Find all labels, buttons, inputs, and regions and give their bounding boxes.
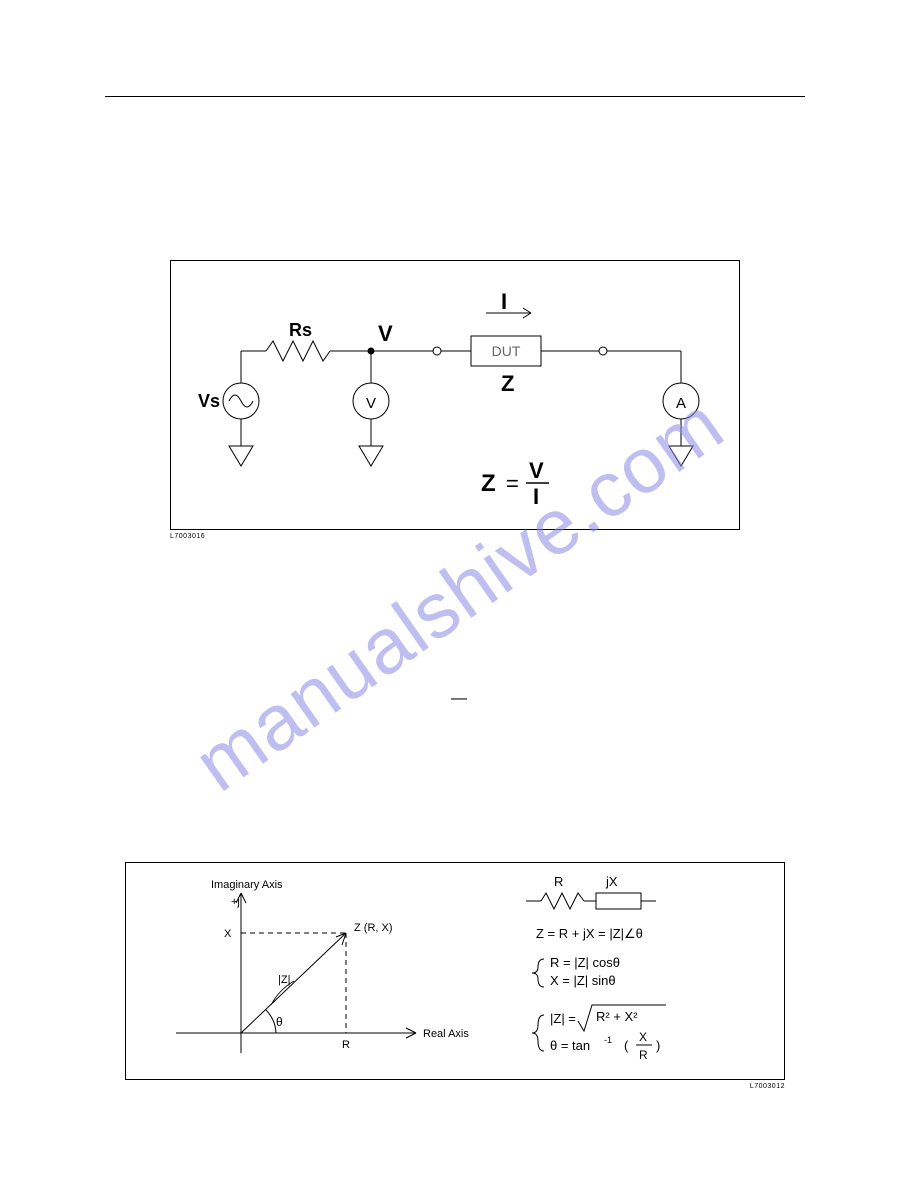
eq-brace1-b: X = |Z| sinθ — [550, 973, 616, 988]
figure-2-svg: Imaginary Axis +j Real Axis Z (R, X) X R… — [126, 863, 786, 1081]
terminal-right — [599, 347, 607, 355]
figure-2-code: L7003012 — [750, 1083, 785, 1090]
eq-brace1-a: R = |Z| cosθ — [550, 955, 620, 970]
theta-label: θ — [276, 1015, 283, 1029]
label-rs: Rs — [289, 320, 312, 340]
eq-line-1: Z = R + jX = |Z|∠θ — [536, 926, 643, 941]
eq-brace2-b-r: R — [639, 1048, 648, 1062]
eq-brace2-a-pre: |Z| = — [550, 1011, 576, 1026]
eq-v: V — [529, 458, 544, 483]
eq-brace2-b-x: X — [639, 1030, 647, 1044]
figure-1-box: Rs Vs V I DUT Z V A Z = V I — [170, 260, 740, 530]
eq-brace2-b-close: ) — [656, 1038, 660, 1053]
r-tick-label: R — [342, 1039, 350, 1051]
eq-z: Z — [481, 470, 496, 497]
eq-brace2-b-sup: -1 — [604, 1035, 612, 1045]
label-z: Z — [501, 371, 514, 396]
center-dash: — — [0, 690, 918, 708]
label-v-node: V — [378, 321, 393, 346]
resistor-rs — [266, 341, 330, 361]
header-rule — [105, 96, 805, 97]
label-dut: DUT — [492, 343, 521, 359]
eq-brace2-a-rad: R² + X² — [596, 1009, 638, 1024]
z-point-label: Z (R, X) — [354, 922, 393, 934]
series-r-label: R — [554, 874, 563, 889]
real-axis-label: Real Axis — [423, 1028, 469, 1040]
figure-1-code: L7003016 — [170, 533, 205, 540]
zmag-label: |Z| — [278, 974, 290, 986]
ammeter-letter: A — [676, 395, 686, 412]
page-root: Rs Vs V I DUT Z V A Z = V I L7003016 — — [0, 0, 918, 1188]
sine-icon — [229, 395, 253, 407]
imag-axis-label: Imaginary Axis — [211, 879, 283, 891]
figure-1-svg: Rs Vs V I DUT Z V A Z = V I — [171, 261, 741, 531]
series-jx-label: jX — [605, 874, 618, 889]
figure-2-box: Imaginary Axis +j Real Axis Z (R, X) X R… — [125, 862, 785, 1080]
label-vs: Vs — [198, 391, 220, 411]
eq-brace2-b-pre: θ = tan — [550, 1038, 590, 1053]
plus-j-label: +j — [231, 896, 240, 908]
voltmeter-letter: V — [366, 395, 376, 412]
eq-i: I — [533, 484, 539, 509]
ground-voltmeter — [359, 446, 383, 466]
eq-brace2-b-open: ( — [624, 1038, 629, 1053]
terminal-left — [433, 347, 441, 355]
ground-vs — [229, 446, 253, 466]
label-i: I — [501, 289, 507, 314]
eq-eq: = — [506, 471, 519, 496]
ground-ammeter — [669, 446, 693, 466]
x-tick-label: X — [224, 928, 232, 940]
